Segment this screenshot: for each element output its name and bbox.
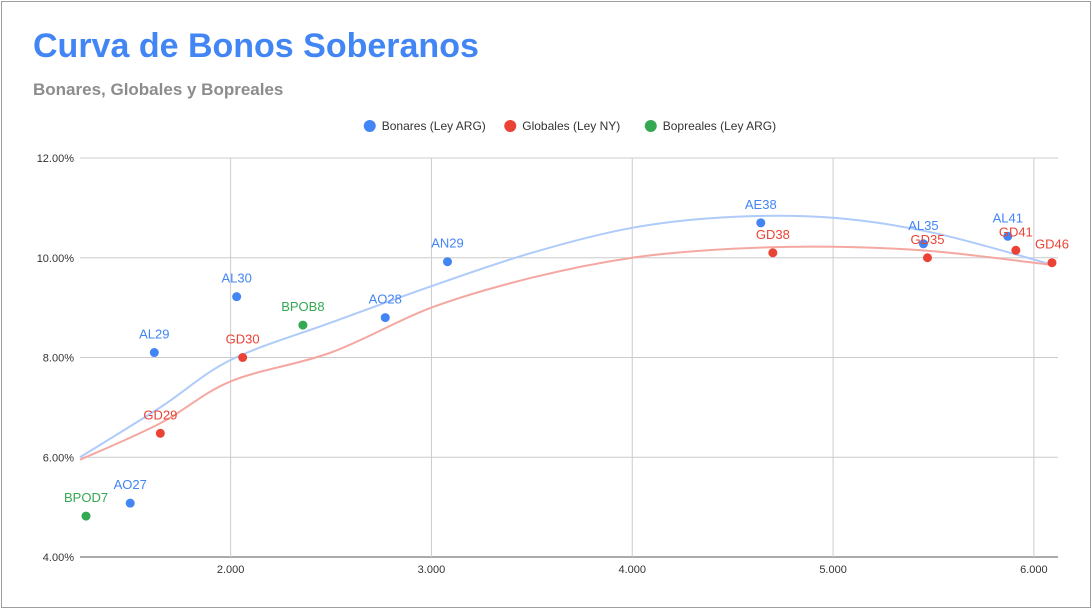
data-label: GD35 [910, 232, 944, 247]
data-point [125, 498, 135, 508]
data-point [238, 353, 248, 362]
data-point [756, 218, 766, 228]
data-point [1003, 231, 1013, 241]
data-label: BPOD7 [64, 490, 108, 505]
data-point [149, 348, 159, 358]
chart-subtitle: Bonares, Globales y Bopreales [33, 80, 284, 99]
x-tick-label: 3.000 [418, 564, 446, 576]
y-tick-label: 10.00% [37, 253, 75, 265]
x-tick-label: 2.000 [217, 564, 245, 576]
y-tick-label: 12.00% [37, 153, 75, 165]
data-point [298, 320, 308, 330]
x-tick-label: 5.000 [819, 564, 847, 576]
chart-title: Curva de Bonos Soberanos [33, 27, 479, 65]
data-label: AL29 [139, 327, 169, 342]
trendline [79, 214, 1055, 459]
data-label: AL41 [993, 210, 1023, 225]
trendlines [79, 214, 1055, 461]
data-label: AL35 [908, 218, 938, 233]
data-labels: AO27 AL29 AL30 AO28 AN29 AE38 AL35 AL41 GD29 GD30… [64, 197, 1069, 505]
data-label: BPOB8 [281, 299, 324, 314]
data-point [443, 257, 453, 267]
data-label: AO28 [369, 292, 402, 307]
data-label: AE38 [745, 197, 777, 212]
data-points [81, 218, 1057, 521]
data-point [1047, 258, 1057, 268]
data-point [768, 248, 778, 258]
data-label: AN29 [431, 236, 464, 251]
data-label: GD46 [1035, 237, 1069, 252]
y-tick-label: 6.00% [43, 452, 74, 464]
data-label: GD38 [756, 227, 790, 242]
axis-tick-labels: 4.00% 6.00% 8.00% 10.00% 12.00% 2.000 3.000 4.0… [37, 153, 1048, 576]
data-point [232, 292, 242, 302]
legend-label: Bopreales (Ley ARG) [663, 119, 776, 133]
y-tick-label: 4.00% [43, 552, 74, 564]
x-tick-label: 4.000 [618, 564, 646, 576]
legend-marker [644, 120, 657, 132]
x-tick-label: 6.000 [1020, 564, 1048, 576]
data-point [155, 428, 165, 438]
legend-marker [363, 120, 376, 132]
legend-label: Globales (Ley NY) [522, 119, 620, 133]
data-label: GD41 [999, 224, 1033, 239]
data-label: AL30 [221, 271, 251, 286]
trendline [79, 245, 1055, 461]
y-tick-label: 8.00% [43, 353, 74, 365]
data-label: GD29 [143, 407, 177, 422]
data-label: AO27 [114, 477, 147, 492]
data-point [81, 511, 91, 521]
data-point [922, 253, 932, 263]
legend-marker [504, 120, 517, 132]
data-point [380, 313, 390, 323]
legend: Bonares (Ley ARG) Globales (Ley NY) Boprea… [363, 119, 776, 133]
data-point [918, 239, 928, 249]
data-label: GD30 [226, 332, 260, 347]
legend-label: Bonares (Ley ARG) [382, 119, 486, 133]
data-point [1011, 245, 1021, 255]
